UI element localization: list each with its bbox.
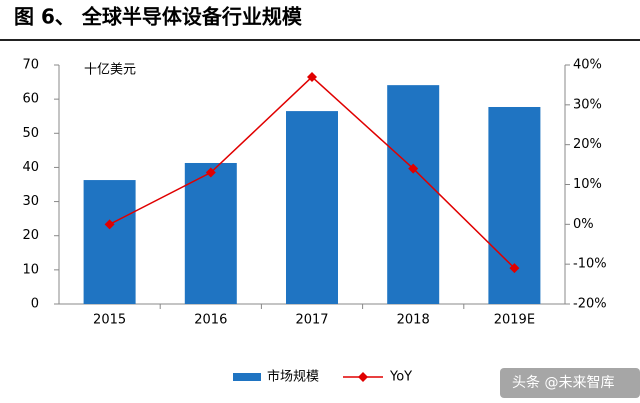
y-unit: 十亿美元 xyxy=(84,63,136,78)
bar xyxy=(488,106,541,304)
line-marker xyxy=(104,219,115,230)
bar xyxy=(83,180,136,304)
y-tick-label: 30 xyxy=(22,194,39,209)
y2-tick-label: 0% xyxy=(573,217,594,232)
y-tick-label: 50 xyxy=(22,126,39,141)
y2-tick-label: -20% xyxy=(573,297,607,312)
y-tick-label: 70 xyxy=(22,58,39,73)
bar xyxy=(286,111,338,304)
chart-title: 图 6、 全球半导体设备行业规模 xyxy=(14,5,303,29)
legend-marker xyxy=(358,372,368,382)
watermark: 头条 @未来智库 xyxy=(512,374,614,391)
y-tick-label: 20 xyxy=(22,228,39,243)
watermark-bg xyxy=(500,368,640,398)
x-tick-label: 2018 xyxy=(397,313,430,328)
bar xyxy=(387,85,440,304)
y2-tick-label: -10% xyxy=(573,257,607,272)
y-tick-label: 60 xyxy=(22,92,39,107)
legend-swatch xyxy=(233,373,261,381)
y2-tick-label: 30% xyxy=(573,97,602,112)
x-tick-label: 2019E xyxy=(494,313,535,328)
y2-tick-label: 40% xyxy=(573,58,602,73)
legend-label: YoY xyxy=(389,370,412,385)
line-marker xyxy=(307,71,317,82)
line-marker xyxy=(509,263,520,274)
y2-tick-label: 10% xyxy=(573,177,602,192)
y-tick-label: 0 xyxy=(31,297,39,312)
x-tick-label: 2017 xyxy=(295,313,328,328)
line-marker xyxy=(205,167,216,178)
x-tick-label: 2015 xyxy=(93,313,126,328)
legend-label: 市场规模 xyxy=(267,369,319,385)
y2-tick-label: 20% xyxy=(573,137,602,152)
line-marker xyxy=(408,163,419,174)
y-tick-label: 40 xyxy=(22,160,39,175)
y-tick-label: 10 xyxy=(22,262,39,277)
bar xyxy=(184,162,237,304)
x-tick-label: 2016 xyxy=(194,313,227,328)
